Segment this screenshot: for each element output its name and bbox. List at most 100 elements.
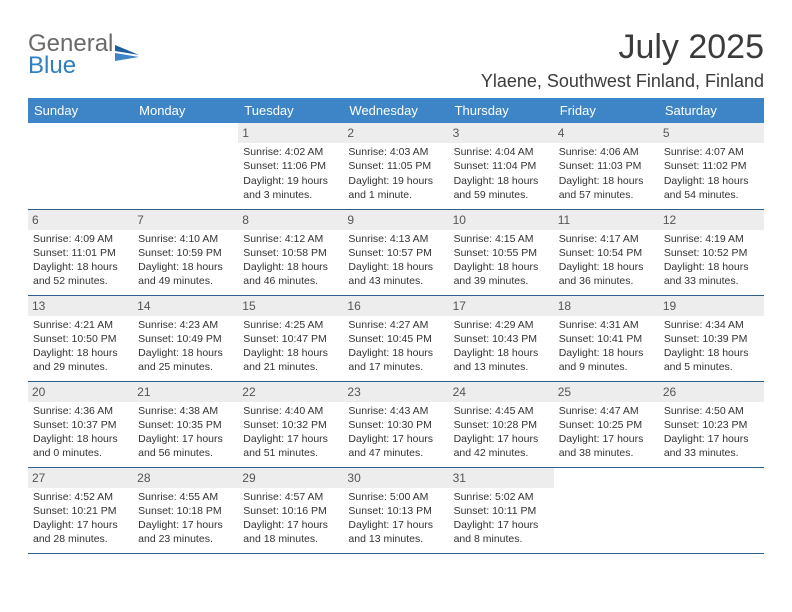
sunrise-text: Sunrise: 4:21 AM xyxy=(33,318,128,332)
calendar-day-cell: 31Sunrise: 5:02 AMSunset: 10:11 PMDaylig… xyxy=(449,467,554,553)
calendar-day-cell: 12Sunrise: 4:19 AMSunset: 10:52 PMDaylig… xyxy=(659,209,764,295)
calendar-page: General Blue July 2025 Ylaene, Southwest… xyxy=(0,0,792,574)
day-number: 7 xyxy=(133,210,238,230)
sunrise-text: Sunrise: 4:31 AM xyxy=(559,318,654,332)
sunset-text: Sunset: 11:05 PM xyxy=(348,159,443,173)
daylight-text: Daylight: 18 hours and 46 minutes. xyxy=(243,260,338,288)
calendar-week-row: 20Sunrise: 4:36 AMSunset: 10:37 PMDaylig… xyxy=(28,381,764,467)
day-number: 31 xyxy=(449,468,554,488)
calendar-day-cell: 29Sunrise: 4:57 AMSunset: 10:16 PMDaylig… xyxy=(238,467,343,553)
sunrise-text: Sunrise: 4:43 AM xyxy=(348,404,443,418)
day-details: Sunrise: 4:31 AMSunset: 10:41 PMDaylight… xyxy=(558,318,655,375)
day-details: Sunrise: 4:13 AMSunset: 10:57 PMDaylight… xyxy=(347,232,444,289)
sunset-text: Sunset: 10:58 PM xyxy=(243,246,338,260)
flag-icon xyxy=(115,45,141,67)
day-details: Sunrise: 4:29 AMSunset: 10:43 PMDaylight… xyxy=(453,318,550,375)
sunset-text: Sunset: 10:59 PM xyxy=(138,246,233,260)
daylight-text: Daylight: 19 hours and 1 minute. xyxy=(348,174,443,202)
day-number: 30 xyxy=(343,468,448,488)
sunset-text: Sunset: 10:50 PM xyxy=(33,332,128,346)
daylight-text: Daylight: 17 hours and 13 minutes. xyxy=(348,518,443,546)
day-details: Sunrise: 4:19 AMSunset: 10:52 PMDaylight… xyxy=(663,232,760,289)
calendar-day-cell: 26Sunrise: 4:50 AMSunset: 10:23 PMDaylig… xyxy=(659,381,764,467)
sunrise-text: Sunrise: 4:10 AM xyxy=(138,232,233,246)
day-number: 16 xyxy=(343,296,448,316)
day-number: 22 xyxy=(238,382,343,402)
calendar-day-cell xyxy=(133,123,238,209)
title-block: July 2025 Ylaene, Southwest Finland, Fin… xyxy=(481,28,764,92)
sunset-text: Sunset: 10:25 PM xyxy=(559,418,654,432)
day-number: 27 xyxy=(28,468,133,488)
day-details: Sunrise: 4:02 AMSunset: 11:06 PMDaylight… xyxy=(242,145,339,202)
daylight-text: Daylight: 18 hours and 0 minutes. xyxy=(33,432,128,460)
calendar-week-row: 6Sunrise: 4:09 AMSunset: 11:01 PMDayligh… xyxy=(28,209,764,295)
sunset-text: Sunset: 10:35 PM xyxy=(138,418,233,432)
day-number: 13 xyxy=(28,296,133,316)
weekday-header: Monday xyxy=(133,98,238,123)
weekday-header: Sunday xyxy=(28,98,133,123)
daylight-text: Daylight: 17 hours and 28 minutes. xyxy=(33,518,128,546)
location-text: Ylaene, Southwest Finland, Finland xyxy=(481,71,764,92)
sunrise-text: Sunrise: 5:02 AM xyxy=(454,490,549,504)
day-details: Sunrise: 4:27 AMSunset: 10:45 PMDaylight… xyxy=(347,318,444,375)
calendar-day-cell: 28Sunrise: 4:55 AMSunset: 10:18 PMDaylig… xyxy=(133,467,238,553)
sunset-text: Sunset: 10:49 PM xyxy=(138,332,233,346)
sunset-text: Sunset: 11:06 PM xyxy=(243,159,338,173)
calendar-day-cell xyxy=(28,123,133,209)
calendar-day-cell: 22Sunrise: 4:40 AMSunset: 10:32 PMDaylig… xyxy=(238,381,343,467)
sunset-text: Sunset: 10:11 PM xyxy=(454,504,549,518)
day-details: Sunrise: 4:36 AMSunset: 10:37 PMDaylight… xyxy=(32,404,129,461)
day-number: 4 xyxy=(554,123,659,143)
sunset-text: Sunset: 10:32 PM xyxy=(243,418,338,432)
day-details: Sunrise: 4:45 AMSunset: 10:28 PMDaylight… xyxy=(453,404,550,461)
daylight-text: Daylight: 18 hours and 13 minutes. xyxy=(454,346,549,374)
day-details: Sunrise: 4:17 AMSunset: 10:54 PMDaylight… xyxy=(558,232,655,289)
brand-line2: Blue xyxy=(28,54,113,78)
calendar-body: 1Sunrise: 4:02 AMSunset: 11:06 PMDayligh… xyxy=(28,123,764,553)
day-number: 6 xyxy=(28,210,133,230)
daylight-text: Daylight: 19 hours and 3 minutes. xyxy=(243,174,338,202)
calendar-day-cell: 8 Sunrise: 4:12 AMSunset: 10:58 PMDayligh… xyxy=(238,209,343,295)
day-number: 24 xyxy=(449,382,554,402)
sunset-text: Sunset: 10:55 PM xyxy=(454,246,549,260)
daylight-text: Daylight: 18 hours and 52 minutes. xyxy=(33,260,128,288)
daylight-text: Daylight: 17 hours and 42 minutes. xyxy=(454,432,549,460)
calendar-day-cell: 23Sunrise: 4:43 AMSunset: 10:30 PMDaylig… xyxy=(343,381,448,467)
daylight-text: Daylight: 18 hours and 29 minutes. xyxy=(33,346,128,374)
sunrise-text: Sunrise: 4:17 AM xyxy=(559,232,654,246)
daylight-text: Daylight: 18 hours and 39 minutes. xyxy=(454,260,549,288)
calendar-day-cell: 21Sunrise: 4:38 AMSunset: 10:35 PMDaylig… xyxy=(133,381,238,467)
calendar-day-cell: 6Sunrise: 4:09 AMSunset: 11:01 PMDayligh… xyxy=(28,209,133,295)
day-details: Sunrise: 4:09 AMSunset: 11:01 PMDaylight… xyxy=(32,232,129,289)
day-number: 12 xyxy=(659,210,764,230)
calendar-day-cell: 7Sunrise: 4:10 AMSunset: 10:59 PMDayligh… xyxy=(133,209,238,295)
weekday-header: Wednesday xyxy=(343,98,448,123)
daylight-text: Daylight: 18 hours and 17 minutes. xyxy=(348,346,443,374)
daylight-text: Daylight: 17 hours and 56 minutes. xyxy=(138,432,233,460)
sunset-text: Sunset: 10:47 PM xyxy=(243,332,338,346)
day-details: Sunrise: 4:40 AMSunset: 10:32 PMDaylight… xyxy=(242,404,339,461)
sunset-text: Sunset: 11:03 PM xyxy=(559,159,654,173)
sunset-text: Sunset: 10:18 PM xyxy=(138,504,233,518)
calendar-day-cell: 13 Sunrise: 4:21 AMSunset: 10:50 PMDaylig… xyxy=(28,295,133,381)
calendar-day-cell: 30Sunrise: 5:00 AMSunset: 10:13 PMDaylig… xyxy=(343,467,448,553)
sunset-text: Sunset: 10:39 PM xyxy=(664,332,759,346)
day-details: Sunrise: 4:15 AMSunset: 10:55 PMDaylight… xyxy=(453,232,550,289)
sunrise-text: Sunrise: 4:45 AM xyxy=(454,404,549,418)
sunrise-text: Sunrise: 4:04 AM xyxy=(454,145,549,159)
daylight-text: Daylight: 18 hours and 54 minutes. xyxy=(664,174,759,202)
day-number: 8 xyxy=(238,210,343,230)
sunrise-text: Sunrise: 4:12 AM xyxy=(243,232,338,246)
daylight-text: Daylight: 17 hours and 51 minutes. xyxy=(243,432,338,460)
day-number: 29 xyxy=(238,468,343,488)
sunset-text: Sunset: 10:28 PM xyxy=(454,418,549,432)
day-details: Sunrise: 4:38 AMSunset: 10:35 PMDaylight… xyxy=(137,404,234,461)
day-number: 3 xyxy=(449,123,554,143)
sunset-text: Sunset: 10:16 PM xyxy=(243,504,338,518)
brand-logo: General Blue xyxy=(28,32,141,78)
calendar-day-cell: 15Sunrise: 4:25 AMSunset: 10:47 PMDaylig… xyxy=(238,295,343,381)
calendar-week-row: 27Sunrise: 4:52 AMSunset: 10:21 PMDaylig… xyxy=(28,467,764,553)
calendar-week-row: 13Sunrise: 4:21 AMSunset: 10:50 PMDaylig… xyxy=(28,295,764,381)
day-number: 25 xyxy=(554,382,659,402)
day-number: 11 xyxy=(554,210,659,230)
